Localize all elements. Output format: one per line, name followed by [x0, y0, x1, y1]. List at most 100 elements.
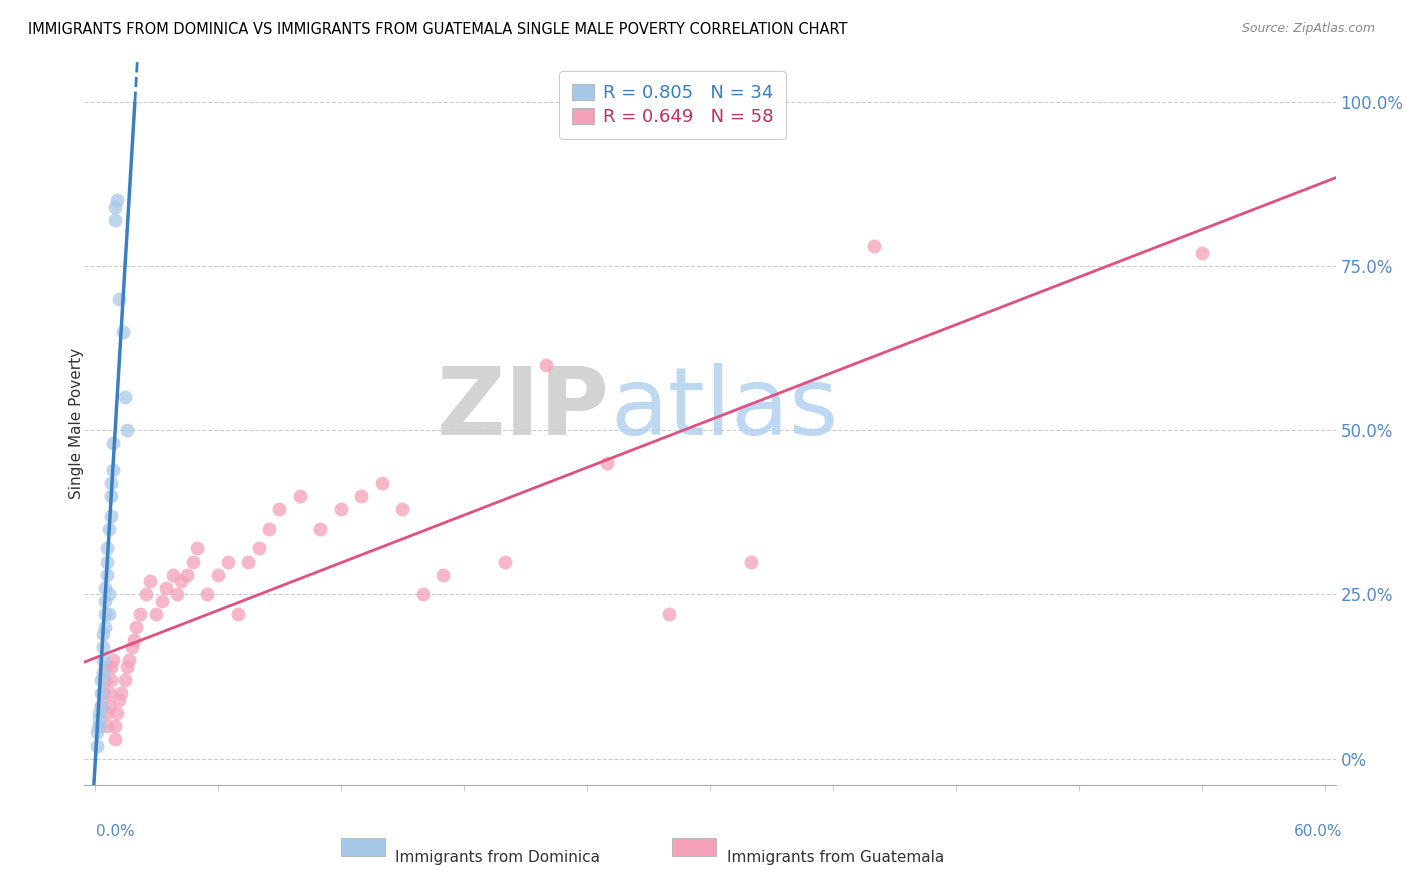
Point: [166, 587, 188, 601]
Point: [86, 725, 108, 739]
Point: [90, 686, 112, 700]
Point: [112, 325, 135, 339]
Point: [247, 541, 270, 556]
Point: [94, 620, 117, 634]
Point: [98, 607, 121, 622]
Point: [87, 712, 110, 726]
Point: [155, 581, 177, 595]
Point: [170, 574, 193, 589]
Point: [121, 640, 143, 654]
Point: [150, 594, 173, 608]
Point: [90, 673, 112, 687]
Point: [100, 659, 122, 673]
Point: [257, 522, 280, 536]
Point: [101, 436, 124, 450]
Point: [104, 719, 127, 733]
Y-axis label: Single Male Poverty: Single Male Poverty: [69, 348, 83, 500]
Point: [86, 739, 108, 753]
Point: [117, 423, 139, 437]
Point: [94, 607, 117, 622]
Point: [186, 541, 208, 556]
Text: 60.0%: 60.0%: [1295, 824, 1343, 838]
Point: [135, 587, 157, 601]
Text: ZIP: ZIP: [437, 363, 610, 455]
Point: [596, 456, 619, 470]
Point: [110, 686, 132, 700]
Point: [412, 587, 434, 601]
Point: [329, 502, 352, 516]
Point: [534, 358, 557, 372]
Point: [432, 567, 454, 582]
Point: [181, 555, 204, 569]
Point: [87, 719, 110, 733]
Point: [238, 555, 260, 569]
Point: [91, 686, 114, 700]
Point: [124, 620, 146, 634]
Point: [87, 706, 110, 720]
Point: [105, 706, 128, 720]
Point: [207, 567, 229, 582]
Point: [96, 719, 118, 733]
Point: [117, 659, 139, 673]
Point: [98, 686, 121, 700]
Point: [98, 699, 121, 714]
Point: [108, 692, 131, 706]
Point: [1191, 246, 1213, 260]
Point: [91, 666, 114, 681]
Point: [87, 719, 110, 733]
Text: Immigrants from Dominica: Immigrants from Dominica: [395, 850, 600, 865]
Point: [100, 489, 122, 503]
Point: [105, 194, 128, 208]
Point: [108, 292, 131, 306]
Point: [217, 555, 239, 569]
Text: atlas: atlas: [610, 363, 838, 455]
Point: [96, 567, 118, 582]
Point: [104, 213, 127, 227]
Point: [162, 567, 184, 582]
Point: [114, 673, 136, 687]
Point: [139, 574, 162, 589]
Point: [91, 627, 114, 641]
Point: [176, 567, 198, 582]
Point: [104, 731, 127, 746]
Point: [197, 587, 219, 601]
Point: [118, 653, 141, 667]
Point: [96, 555, 118, 569]
Point: [114, 391, 136, 405]
Point: [863, 239, 886, 253]
Point: [101, 463, 124, 477]
FancyBboxPatch shape: [672, 838, 716, 855]
Point: [96, 706, 118, 720]
Point: [100, 508, 122, 523]
Point: [94, 659, 117, 673]
Point: [226, 607, 249, 622]
Point: [104, 200, 127, 214]
Point: [90, 699, 112, 714]
Point: [371, 475, 394, 490]
Point: [91, 653, 114, 667]
Point: [96, 541, 118, 556]
Text: Source: ZipAtlas.com: Source: ZipAtlas.com: [1241, 22, 1375, 36]
Text: Immigrants from Guatemala: Immigrants from Guatemala: [727, 850, 943, 865]
Point: [145, 607, 167, 622]
FancyBboxPatch shape: [340, 838, 385, 855]
Point: [309, 522, 332, 536]
Point: [91, 640, 114, 654]
Text: 0.0%: 0.0%: [96, 824, 135, 838]
Point: [90, 699, 112, 714]
Point: [94, 581, 117, 595]
Point: [100, 673, 122, 687]
Point: [94, 673, 117, 687]
Point: [288, 489, 311, 503]
Point: [94, 594, 117, 608]
Point: [128, 607, 150, 622]
Point: [740, 555, 762, 569]
Point: [98, 522, 121, 536]
Legend: R = 0.805   N = 34, R = 0.649   N = 58: R = 0.805 N = 34, R = 0.649 N = 58: [560, 71, 786, 138]
Point: [101, 653, 124, 667]
Point: [122, 633, 145, 648]
Text: IMMIGRANTS FROM DOMINICA VS IMMIGRANTS FROM GUATEMALA SINGLE MALE POVERTY CORREL: IMMIGRANTS FROM DOMINICA VS IMMIGRANTS F…: [28, 22, 848, 37]
Point: [269, 502, 291, 516]
Point: [658, 607, 681, 622]
Point: [100, 475, 122, 490]
